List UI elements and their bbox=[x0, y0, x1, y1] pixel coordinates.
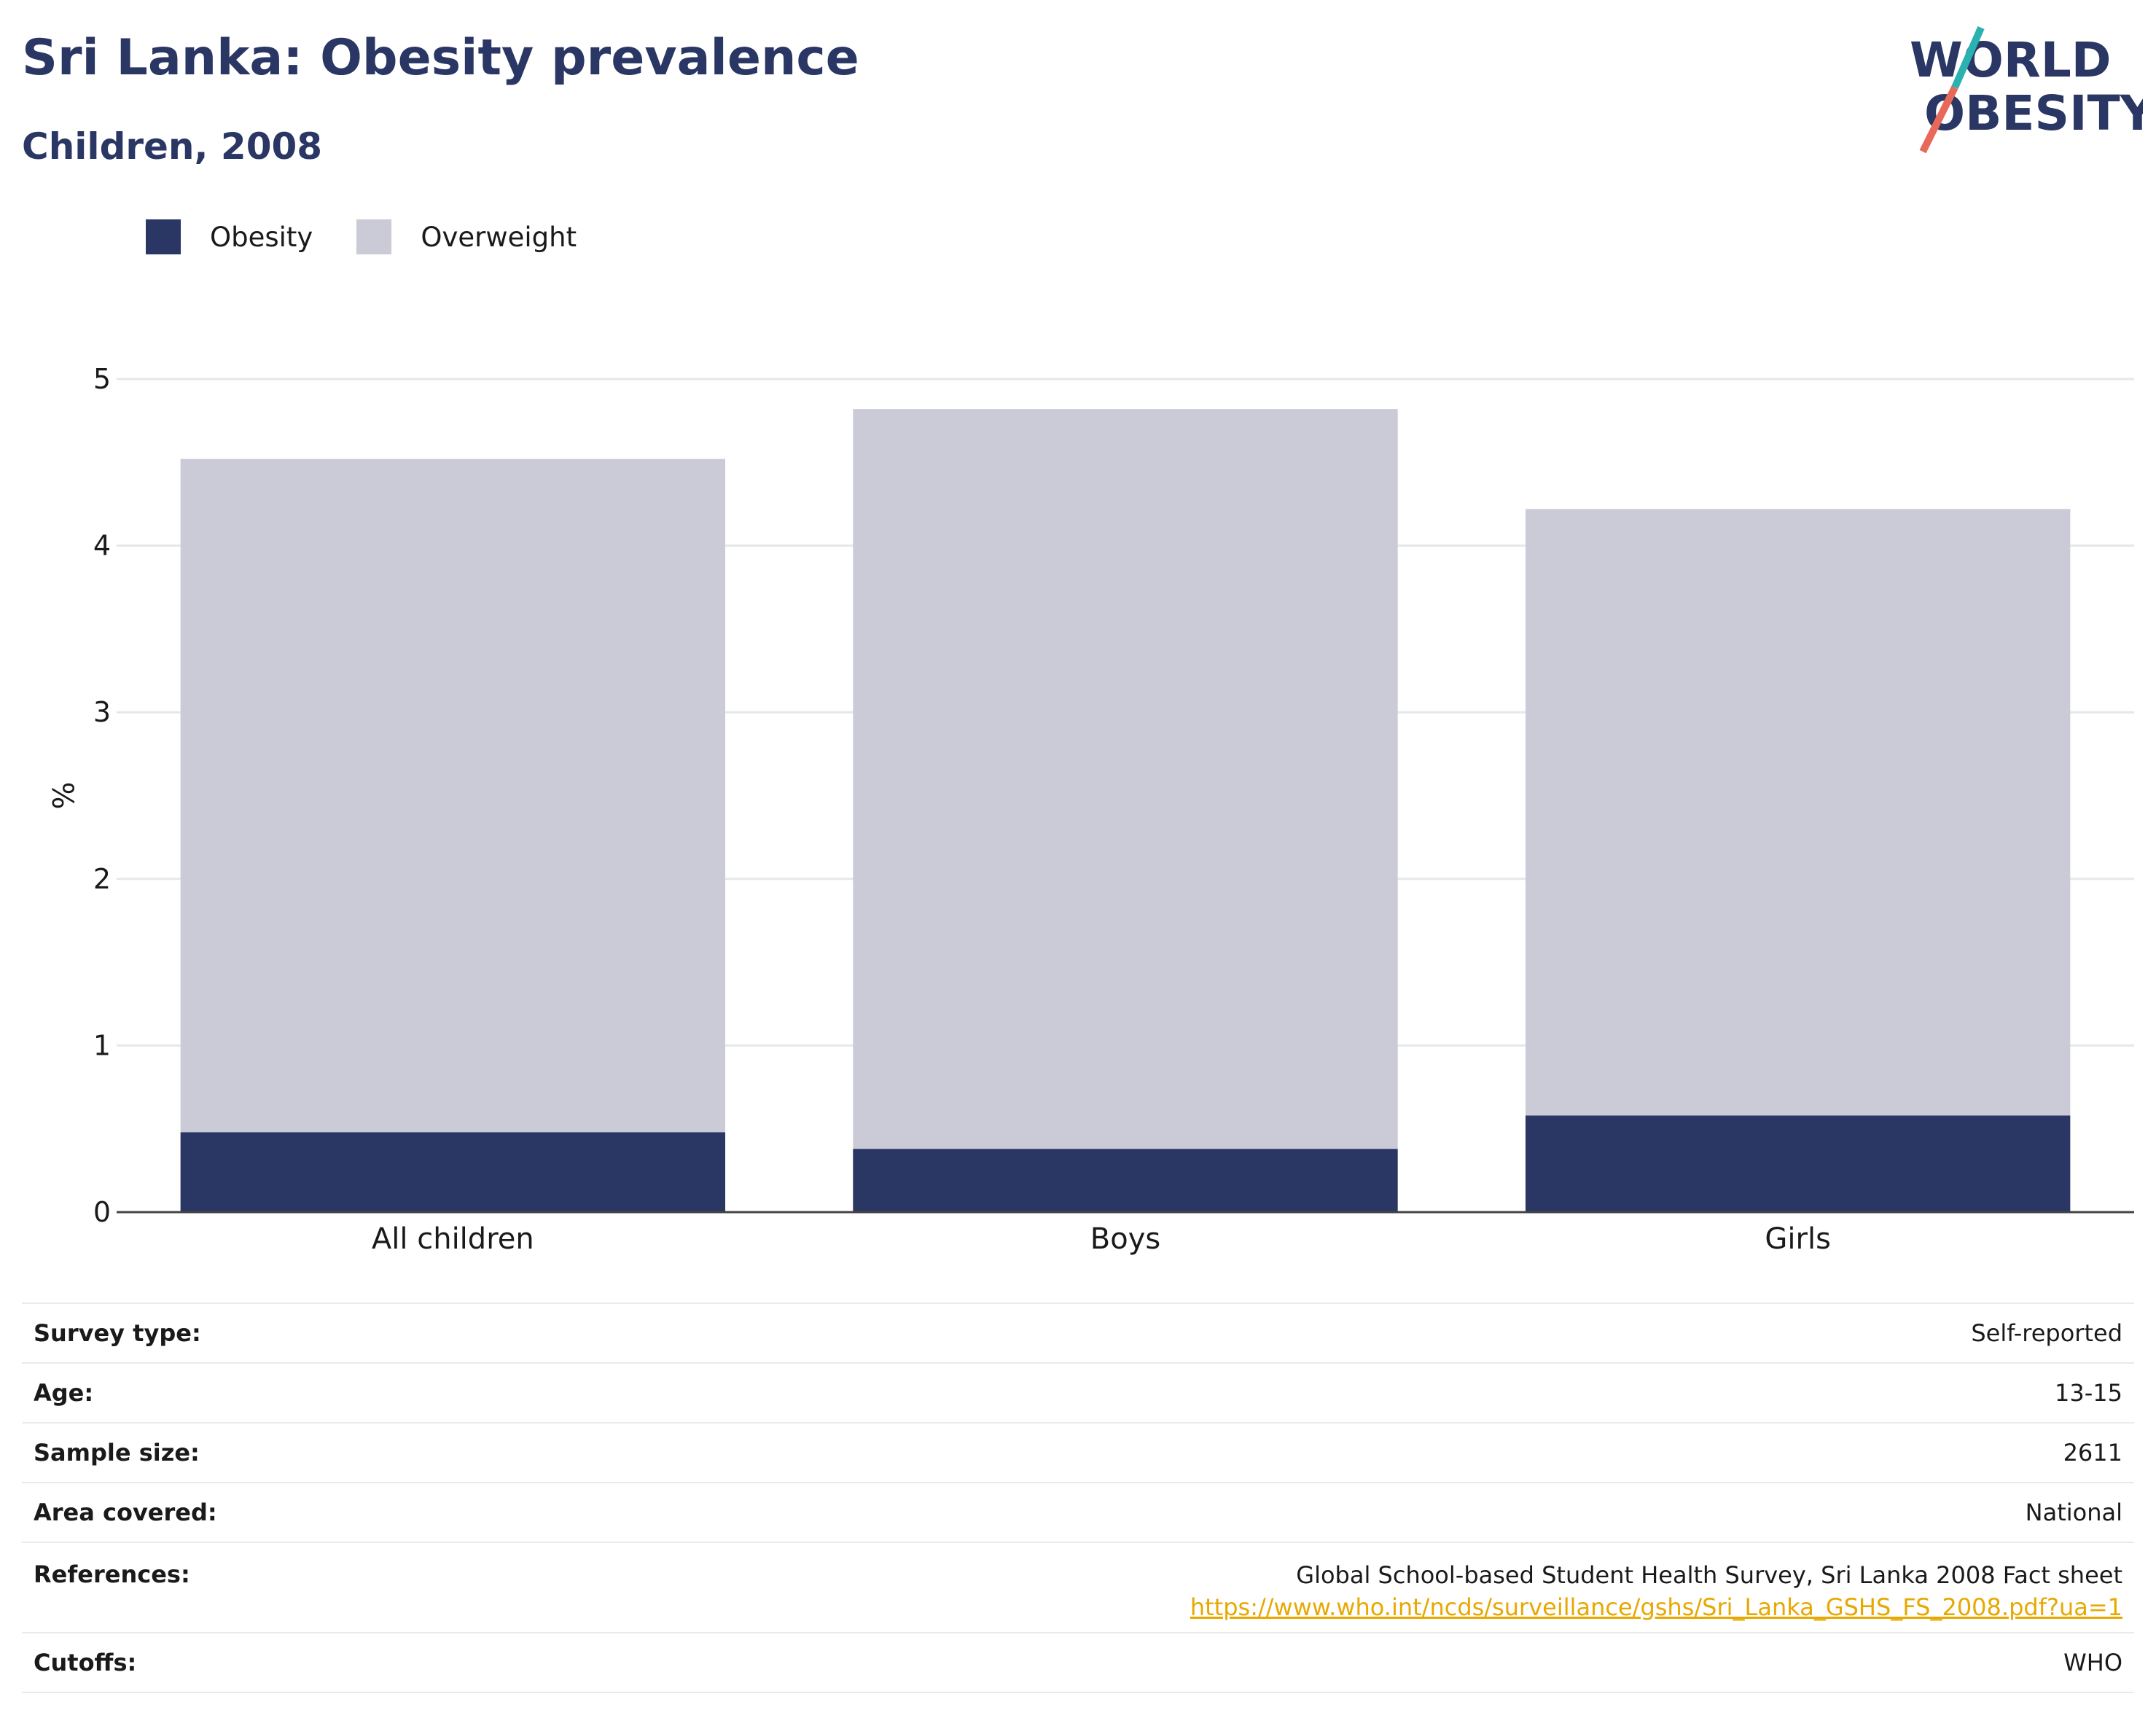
chart-title: Sri Lanka: Obesity prevalence bbox=[22, 29, 859, 87]
chart-legend: Obesity Overweight bbox=[146, 219, 620, 255]
y-axis-label: % bbox=[45, 781, 79, 809]
logo-slash-teal bbox=[1951, 26, 1985, 90]
legend-swatch-obesity bbox=[146, 219, 181, 254]
y-tick-label: 5 bbox=[93, 363, 111, 395]
legend-label-overweight: Overweight bbox=[421, 221, 577, 253]
info-value: Self-reported bbox=[397, 1303, 2134, 1363]
chart-subtitle: Children, 2008 bbox=[22, 125, 323, 168]
y-tick-label: 0 bbox=[93, 1196, 111, 1228]
info-row-age: Age: 13-15 bbox=[22, 1362, 2134, 1423]
bar-obesity-all-children bbox=[180, 1132, 726, 1212]
info-row-cutoffs: Cutoffs: WHO bbox=[22, 1632, 2134, 1693]
logo-slash-coral bbox=[1919, 85, 1958, 153]
info-key: References: bbox=[22, 1542, 398, 1633]
info-value: WHO bbox=[397, 1632, 2134, 1693]
legend-swatch-overweight bbox=[356, 219, 392, 254]
legend-item-overweight[interactable]: Overweight bbox=[356, 219, 577, 254]
world-obesity-logo: WORLD OBESITY bbox=[1910, 26, 2143, 153]
reference-link[interactable]: https://www.who.int/ncds/surveillance/gs… bbox=[1190, 1593, 2122, 1621]
survey-info-table: Survey type: Self-reported Age: 13-15 Sa… bbox=[22, 1303, 2134, 1693]
logo-line-2: OBESITY bbox=[1924, 85, 2143, 141]
info-row-references: References: Global School-based Student … bbox=[22, 1542, 2134, 1633]
info-value: 13-15 bbox=[397, 1362, 2134, 1423]
logo-line-1: WORLD bbox=[1910, 32, 2112, 88]
y-tick-label: 4 bbox=[93, 530, 111, 562]
bar-obesity-boys bbox=[853, 1149, 1398, 1212]
reference-text: Global School-based Student Health Surve… bbox=[1296, 1561, 2122, 1589]
info-value: National bbox=[397, 1482, 2134, 1542]
x-tick-label: Girls bbox=[1765, 1222, 1831, 1256]
info-key: Sample size: bbox=[22, 1422, 398, 1483]
info-key: Area covered: bbox=[22, 1482, 398, 1542]
info-key: Cutoffs: bbox=[22, 1632, 398, 1693]
y-tick-label: 3 bbox=[93, 696, 111, 728]
info-key: Survey type: bbox=[22, 1303, 398, 1363]
info-row-sample-size: Sample size: 2611 bbox=[22, 1422, 2134, 1483]
info-row-survey-type: Survey type: Self-reported bbox=[22, 1303, 2134, 1363]
bar-obesity-girls bbox=[1525, 1115, 2071, 1212]
bar-overweight-boys bbox=[853, 409, 1398, 1149]
x-tick-label: Boys bbox=[1090, 1222, 1160, 1256]
info-row-area-covered: Area covered: National bbox=[22, 1482, 2134, 1542]
y-tick-label: 2 bbox=[93, 863, 111, 895]
bar-chart: 0 1 2 3 4 5% All children Boys Girls bbox=[45, 363, 2134, 1256]
bar-overweight-girls bbox=[1525, 509, 2071, 1116]
legend-item-obesity[interactable]: Obesity bbox=[146, 219, 313, 254]
info-key: Age: bbox=[22, 1362, 398, 1423]
bar-overweight-all-children bbox=[180, 458, 726, 1133]
info-value: Global School-based Student Health Surve… bbox=[397, 1542, 2134, 1633]
x-tick-label: All children bbox=[372, 1222, 534, 1256]
info-value: 2611 bbox=[397, 1422, 2134, 1483]
y-tick-label: 1 bbox=[93, 1029, 111, 1061]
legend-label-obesity: Obesity bbox=[210, 221, 313, 253]
